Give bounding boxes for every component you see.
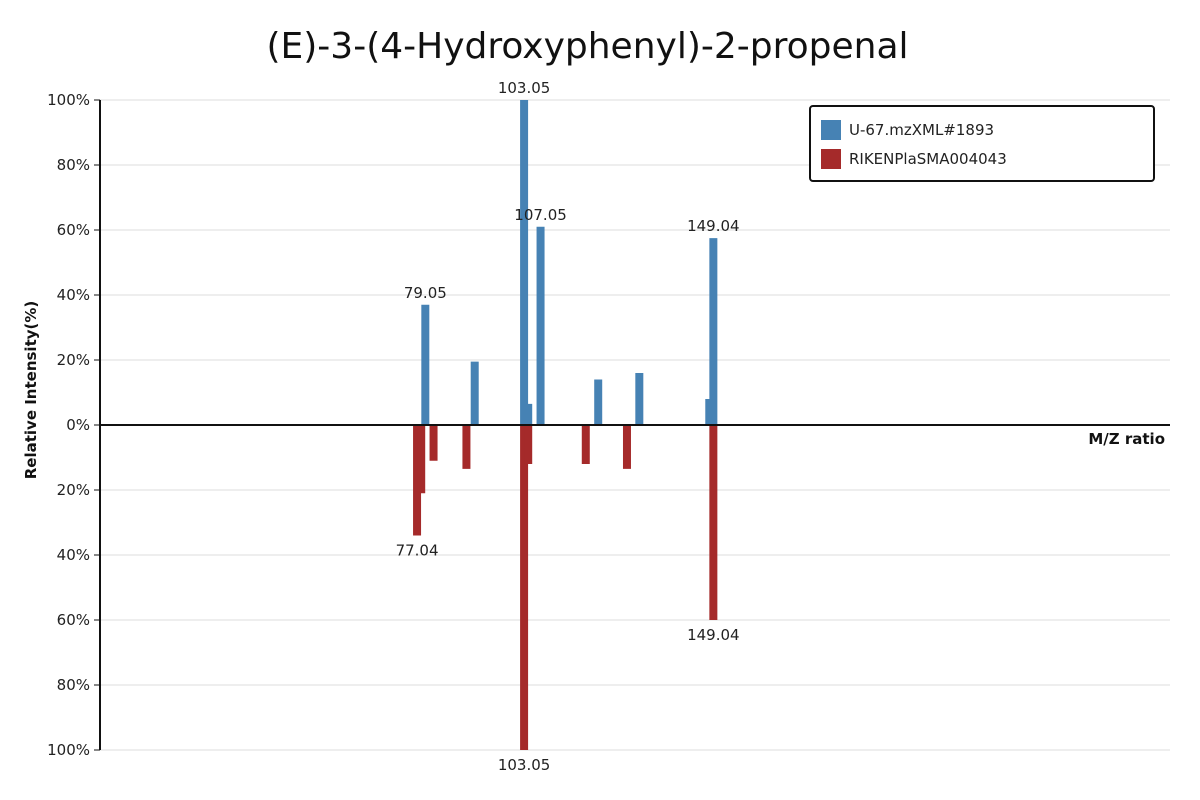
y-tick-label: 60% (57, 611, 90, 629)
legend-label: RIKENPlaSMA004043 (849, 150, 1007, 168)
tick-and-peak-labels: 100% 80% 60% 40% 20% 0% 20% 40% 60% 80% 100% 79.05 1… (47, 79, 739, 774)
peak-mz-label: 103.05 (498, 756, 551, 774)
y-tick-label: 80% (57, 676, 90, 694)
peak-mz-label: 149.04 (687, 626, 740, 644)
peak-bar-reference[interactable] (429, 425, 438, 461)
legend-swatch (821, 120, 841, 140)
peak-bar-experimental[interactable] (705, 399, 714, 425)
peak-bars (413, 100, 718, 750)
peak-bar-reference[interactable] (413, 425, 422, 536)
legend-item-series-1[interactable]: U-67.mzXML#1893 (821, 120, 994, 140)
peak-bar-reference[interactable] (417, 425, 426, 494)
peak-bar-reference[interactable] (520, 425, 529, 750)
peak-bar-reference[interactable] (622, 425, 631, 469)
peak-bar-reference[interactable] (709, 425, 718, 620)
grid-lines (94, 99, 1170, 751)
peak-bar-reference[interactable] (524, 425, 533, 464)
y-tick-label: 20% (57, 351, 90, 369)
y-tick-label: 80% (57, 156, 90, 174)
y-tick-label: 0% (66, 416, 90, 434)
y-tick-label: 20% (57, 481, 90, 499)
peak-bar-experimental[interactable] (635, 373, 644, 425)
peak-bar-experimental[interactable] (421, 304, 430, 425)
peak-bar-experimental[interactable] (709, 238, 718, 425)
peak-bar-experimental[interactable] (524, 403, 533, 425)
peak-bar-experimental[interactable] (536, 226, 545, 425)
y-tick-label: 40% (57, 546, 90, 564)
y-axis-title: Relative Intensity(%) (22, 301, 40, 480)
legend-label: U-67.mzXML#1893 (849, 121, 995, 139)
y-tick-label: 100% (47, 741, 90, 759)
x-axis-title: M/Z ratio (1088, 430, 1165, 448)
peak-mz-label: 103.05 (498, 79, 551, 97)
peak-bar-experimental[interactable] (520, 100, 529, 425)
y-tick-label: 60% (57, 221, 90, 239)
legend: U-67.mzXML#1893 RIKENPlaSMA004043 (809, 105, 1155, 182)
y-tick-label: 40% (57, 286, 90, 304)
chart-title: (E)-3-(4-Hydroxyphenyl)-2-propenal (266, 26, 909, 67)
peak-mz-label: 79.05 (404, 284, 447, 302)
peak-mz-label: 77.04 (396, 542, 439, 560)
peak-mz-label: 149.04 (687, 217, 740, 235)
peak-mz-label: 107.05 (514, 206, 567, 224)
y-tick-label: 100% (47, 91, 90, 109)
peak-bar-reference[interactable] (462, 425, 471, 469)
peak-bar-reference[interactable] (581, 425, 590, 464)
peak-bar-experimental[interactable] (470, 361, 479, 425)
axes (99, 100, 1170, 750)
peak-bar-experimental[interactable] (594, 379, 603, 426)
legend-item-series-2[interactable]: RIKENPlaSMA004043 (821, 149, 1007, 169)
legend-swatch (821, 149, 841, 169)
